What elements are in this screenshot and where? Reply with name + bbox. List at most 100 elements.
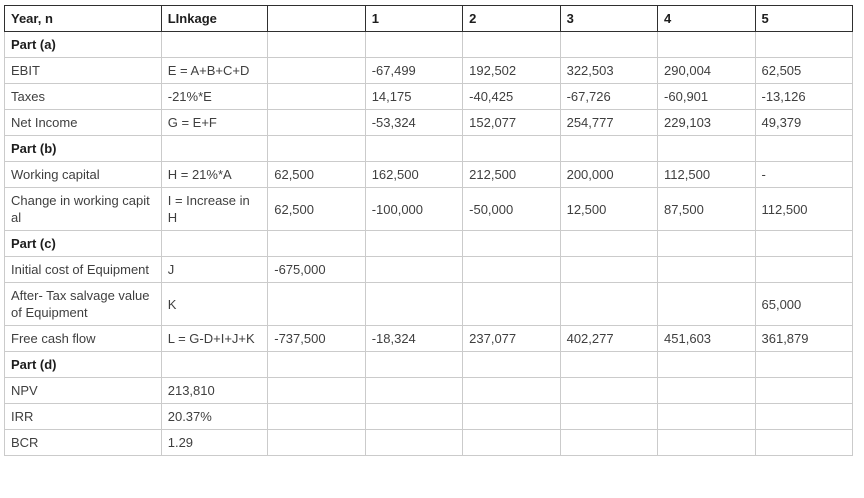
cell: 237,077 xyxy=(462,325,561,352)
cell xyxy=(364,351,464,378)
cell xyxy=(559,403,659,430)
cell: L = G-D+I+J+K xyxy=(160,325,269,352)
cell: IRR xyxy=(4,403,162,430)
cell xyxy=(462,135,561,162)
cell xyxy=(462,377,561,404)
cell: Part (d) xyxy=(4,351,162,378)
column-header-1: 1 xyxy=(364,5,464,32)
cell xyxy=(754,403,853,430)
cell xyxy=(364,31,464,58)
cell xyxy=(267,377,366,404)
cell: 192,502 xyxy=(462,57,561,84)
column-header-2: 2 xyxy=(462,5,561,32)
cell: EBIT xyxy=(4,57,162,84)
cell xyxy=(559,351,659,378)
table-body: Part (a) EBIT E = A+B+C+D -67,499 192,502 322… xyxy=(4,31,853,456)
table-row: BCR 1.29 xyxy=(4,429,853,456)
cell xyxy=(559,282,659,326)
cell: 1.29 xyxy=(160,429,269,456)
cell: 112,500 xyxy=(754,187,853,231)
cell xyxy=(267,282,366,326)
cell: H = 21%*A xyxy=(160,161,269,188)
cell: -67,499 xyxy=(364,57,464,84)
cell: Free cash flow xyxy=(4,325,162,352)
cell xyxy=(559,256,659,283)
table-row: Taxes -21%*E 14,175 -40,425 -67,726 -60,901 -1… xyxy=(4,83,853,110)
cell xyxy=(267,57,366,84)
cell: 322,503 xyxy=(559,57,659,84)
table-row: Net Income G = E+F -53,324 152,077 254,777 22… xyxy=(4,109,853,136)
cell xyxy=(462,31,561,58)
cell: Taxes xyxy=(4,83,162,110)
cell: 254,777 xyxy=(559,109,659,136)
cell: 402,277 xyxy=(559,325,659,352)
financial-table: Year, n LInkage 1 2 3 4 5 Part (a) EBIT E = A+B+… xyxy=(4,5,853,456)
section-row: Part (d) xyxy=(4,351,853,378)
cell: -21%*E xyxy=(160,83,269,110)
cell: 361,879 xyxy=(754,325,853,352)
cell xyxy=(754,31,853,58)
table-row: Free cash flow L = G-D+I+J+K -737,500 -18,3… xyxy=(4,325,853,352)
cell xyxy=(267,230,366,257)
table-row: After- Tax salvage value of Equipment K 65… xyxy=(4,282,853,326)
section-row: Part (a) xyxy=(4,31,853,58)
column-header-year-n: Year, n xyxy=(4,5,162,32)
cell: 200,000 xyxy=(559,161,659,188)
cell: 290,004 xyxy=(657,57,756,84)
table-row: Working capital H = 21%*A 62,500 162,500 212… xyxy=(4,161,853,188)
cell xyxy=(267,351,366,378)
cell xyxy=(754,256,853,283)
cell xyxy=(267,135,366,162)
cell: 20.37% xyxy=(160,403,269,430)
cell xyxy=(559,135,659,162)
cell xyxy=(267,429,366,456)
cell: -67,726 xyxy=(559,83,659,110)
header-row: Year, n LInkage 1 2 3 4 5 xyxy=(4,5,853,32)
cell: Net Income xyxy=(4,109,162,136)
cell: -50,000 xyxy=(462,187,561,231)
cell: -13,126 xyxy=(754,83,853,110)
cell: 229,103 xyxy=(657,109,756,136)
cell: -100,000 xyxy=(364,187,464,231)
cell xyxy=(364,429,464,456)
cell xyxy=(462,429,561,456)
column-header-5: 5 xyxy=(754,5,853,32)
cell xyxy=(160,351,269,378)
cell xyxy=(462,230,561,257)
column-header-4: 4 xyxy=(657,5,756,32)
cell xyxy=(657,351,756,378)
cell xyxy=(364,256,464,283)
cell xyxy=(160,135,269,162)
cell: Working capital xyxy=(4,161,162,188)
cell xyxy=(657,230,756,257)
cell: Initial cost of Equipment xyxy=(4,256,162,283)
cell xyxy=(754,377,853,404)
cell: 112,500 xyxy=(657,161,756,188)
cell xyxy=(267,403,366,430)
table-row: Initial cost of Equipment J -675,000 xyxy=(4,256,853,283)
cell: Part (b) xyxy=(4,135,162,162)
cell: - xyxy=(754,161,853,188)
cell xyxy=(364,230,464,257)
cell xyxy=(657,377,756,404)
cell: Change in working capital xyxy=(4,187,162,231)
cell: BCR xyxy=(4,429,162,456)
cell: Part (c) xyxy=(4,230,162,257)
cell xyxy=(267,31,366,58)
cell xyxy=(657,282,756,326)
cell xyxy=(364,377,464,404)
cell xyxy=(364,403,464,430)
cell xyxy=(160,230,269,257)
column-header-3: 3 xyxy=(559,5,659,32)
cell: 162,500 xyxy=(364,161,464,188)
cell xyxy=(462,256,561,283)
table-row: NPV 213,810 xyxy=(4,377,853,404)
cell xyxy=(559,377,659,404)
cell xyxy=(754,429,853,456)
cell: 152,077 xyxy=(462,109,561,136)
cell: J xyxy=(160,256,269,283)
cell: 62,500 xyxy=(267,161,366,188)
cell: 14,175 xyxy=(364,83,464,110)
column-header-empty xyxy=(267,5,366,32)
cell: 451,603 xyxy=(657,325,756,352)
